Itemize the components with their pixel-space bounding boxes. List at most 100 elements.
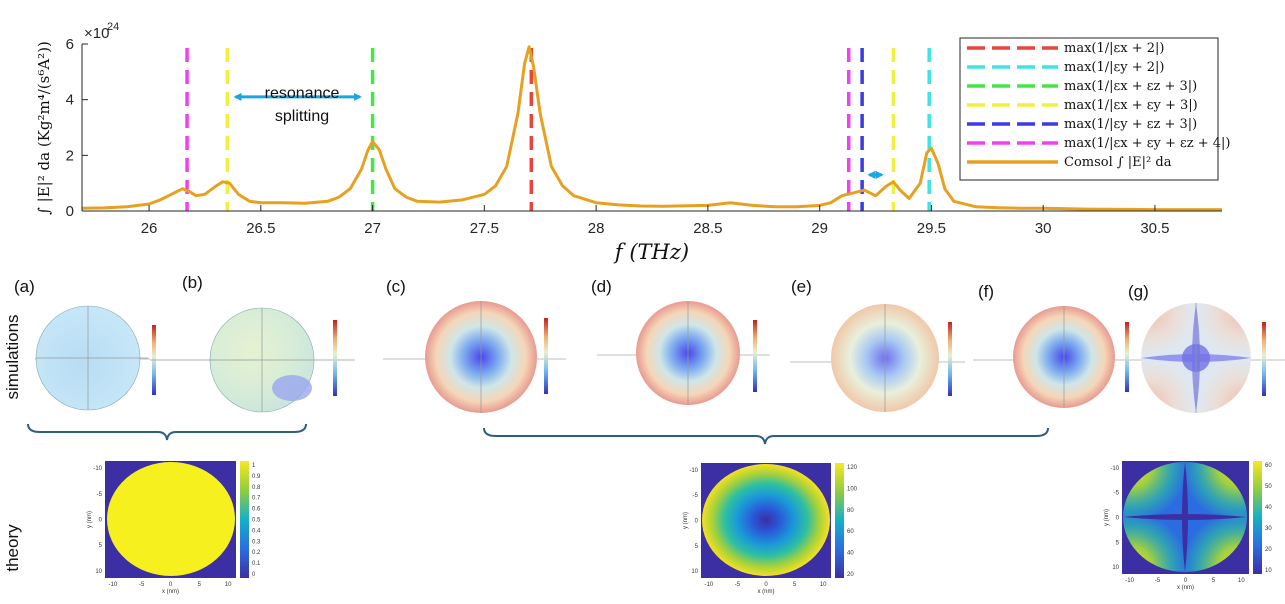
- theory-colorbar-tick: 120: [847, 465, 858, 471]
- theory-panel-1: -10 -5 0 5 10 -10 -5 0 5 10 x (nm) y (nm) 1 0.9 0.8 0.7…: [87, 461, 261, 595]
- row-label-simulations: simulations: [3, 314, 22, 399]
- theory-colorbar-tick: 0.3: [252, 539, 261, 545]
- x-tick-label: 26: [141, 220, 158, 237]
- theory-y-label: y (nm): [1104, 509, 1110, 526]
- sim-panel-e: [790, 304, 965, 412]
- theory-y-tick: 10: [95, 569, 102, 575]
- theory-x-tick: 5: [198, 582, 202, 588]
- panel-label-c: (c): [386, 277, 406, 296]
- theory-y-tick: -5: [693, 493, 699, 499]
- y-tick-label: 2: [66, 147, 74, 164]
- theory-colorbar-tick: 80: [847, 508, 854, 514]
- theory-colorbar-tick: 0.5: [252, 518, 261, 524]
- panel-label-d: (d): [591, 277, 612, 296]
- theory-y-tick: 5: [99, 543, 103, 549]
- grouping-braces: [27, 423, 1049, 445]
- theory-colorbar-2: [835, 463, 844, 578]
- panel-label-a: (a): [14, 277, 35, 296]
- theory-y-tick: 0: [695, 519, 699, 525]
- panel-labels: (a) (b) (c) (d) (e) (f) (g) simulations …: [3, 273, 1149, 572]
- annotation-line1: resonance: [265, 85, 340, 102]
- theory-row: -10 -5 0 5 10 -10 -5 0 5 10 x (nm) y (nm) 1 0.9 0.8 0.7…: [87, 461, 1272, 595]
- theory-y-label: y (nm): [683, 512, 689, 529]
- theory-x-tick: 0: [764, 582, 768, 588]
- theory-colorbar-tick: 20: [847, 572, 854, 578]
- legend-label: max(1/|εy + 2|): [1064, 60, 1164, 75]
- theory-x-tick: 5: [1212, 578, 1216, 584]
- theory-axes-1: -10 -5 0 5 10 -10 -5 0 5 10 x (nm) y (nm) 1 0.9 0.8 0.7…: [87, 463, 261, 595]
- sim-panel-f: [973, 306, 1140, 408]
- x-tick-label: 28: [588, 220, 605, 237]
- x-tick-label: 26.5: [246, 220, 275, 237]
- y-exponent-power: 24: [107, 21, 119, 33]
- theory-colorbar-tick: 0.7: [252, 496, 261, 502]
- row-label-theory: theory: [3, 524, 22, 572]
- brace-right: [483, 427, 1049, 445]
- panel-label-e: (e): [791, 277, 812, 296]
- theory-x-label: x (nm): [162, 589, 179, 595]
- splitting-annotation: resonance splitting: [233, 85, 884, 179]
- legend-label: max(1/|εx + εy + εz + 4|): [1064, 136, 1230, 151]
- theory-x-tick: 0: [1184, 578, 1188, 584]
- theory-panel-3: -10 -5 0 5 10 -10 -5 0 5 10 x (nm) y (nm) 60 50 40 30 20…: [1104, 461, 1272, 591]
- theory-colorbar-tick: 0.6: [252, 507, 261, 513]
- sim-colorbar-g: [1262, 322, 1266, 396]
- annotation-line2: splitting: [275, 108, 329, 125]
- theory-colorbar-tick: 60: [847, 529, 854, 535]
- sim-panel-a: [35, 305, 156, 411]
- x-tick-label: 30: [1035, 220, 1052, 237]
- theory-colorbar-tick: 0.9: [252, 474, 261, 480]
- sim-colorbar-c: [544, 318, 548, 394]
- theory-x-label: x (nm): [1177, 585, 1194, 591]
- panel-label-f: (f): [978, 282, 994, 301]
- theory-y-tick: -5: [97, 492, 103, 498]
- theory-x-tick: -10: [704, 582, 713, 588]
- panel-label-g: (g): [1128, 282, 1149, 301]
- x-tick-label: 27.5: [470, 220, 499, 237]
- x-axis-label: f (THz): [613, 240, 689, 264]
- theory-colorbar-tick: 40: [1265, 505, 1272, 511]
- legend-label: max(1/|εx + εy + 3|): [1064, 98, 1198, 113]
- theory-y-tick: 0: [99, 518, 103, 524]
- x-tick-label: 28.5: [693, 220, 722, 237]
- theory-y-tick: 5: [695, 544, 699, 550]
- simulation-row: [35, 301, 1285, 413]
- panel-label-b: (b): [182, 273, 203, 292]
- theory-colorbar-tick: 30: [1265, 526, 1272, 532]
- theory-colorbar-tick: 50: [1265, 484, 1272, 490]
- theory-colorbar-tick: 100: [847, 486, 858, 492]
- brace-left: [27, 423, 307, 441]
- y-tick-label: 6: [66, 36, 74, 53]
- y-tick-label: 4: [66, 92, 74, 109]
- theory-colorbar-tick: 60: [1265, 463, 1272, 469]
- x-ticks: 26 26.5 27 27.5 28 28.5 29 29.5 30 30.5: [141, 205, 1170, 237]
- spectrum-chart: resonance splitting 26 26.5 27 27.5 28 28.5 29…: [35, 21, 1230, 264]
- theory-y-tick: -10: [93, 466, 102, 472]
- theory-x-tick: -5: [1155, 578, 1161, 584]
- theory-y-tick: 0: [1116, 516, 1120, 522]
- sim-panel-b: [150, 307, 355, 413]
- theory-colorbar-3: [1253, 461, 1262, 574]
- chart-legend: max(1/|εx + 2|) max(1/|εy + 2|) max(1/|εx …: [959, 37, 1230, 181]
- theory-colorbar-tick: 0.2: [252, 550, 261, 556]
- legend-label: max(1/|εx + 2|): [1064, 41, 1164, 56]
- theory-x-tick: -5: [139, 582, 145, 588]
- x-tick-label: 29.5: [917, 220, 946, 237]
- theory-colorbar-tick: 40: [847, 551, 854, 557]
- sim-panel-d: [597, 301, 770, 405]
- theory-colorbar-tick: 0: [252, 572, 256, 578]
- theory-x-tick: -10: [109, 582, 118, 588]
- y-exponent-base: ×10: [84, 25, 109, 42]
- legend-label: max(1/|εx + εz + 3|): [1064, 79, 1197, 94]
- y-tick-label: 0: [66, 203, 74, 220]
- theory-y-tick: -10: [1110, 466, 1119, 472]
- theory-y-tick: -10: [689, 468, 698, 474]
- theory-colorbar-tick: 0.1: [252, 561, 261, 567]
- theory-y-tick: -5: [1114, 491, 1120, 497]
- theory-x-tick: 5: [793, 582, 797, 588]
- theory-x-tick: -10: [1125, 578, 1134, 584]
- legend-label: max(1/|εy + εz + 3|): [1064, 117, 1197, 132]
- theory-colorbar-tick: 10: [1265, 568, 1272, 574]
- x-tick-label: 30.5: [1140, 220, 1169, 237]
